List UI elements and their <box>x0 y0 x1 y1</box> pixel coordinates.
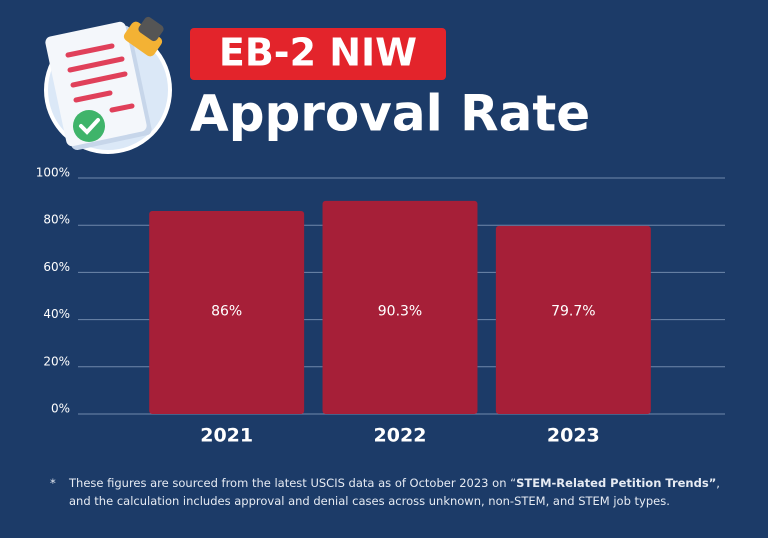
value-label: 79.7% <box>551 304 595 320</box>
footnote-marker: * <box>50 476 56 490</box>
footnote-text: , and the calculation includes approval … <box>69 476 720 508</box>
title-box <box>190 28 446 80</box>
value-label: 86% <box>211 304 242 320</box>
footnote: * These figures are sourced from the lat… <box>50 474 740 510</box>
bar <box>149 211 305 414</box>
x-tick-label: 2023 <box>547 425 600 447</box>
y-tick-label: 20% <box>43 354 70 368</box>
y-tick-label: 40% <box>43 307 70 321</box>
x-tick-label: 2021 <box>200 425 253 447</box>
bar <box>495 225 651 414</box>
chart-title: EB-2 NIW <box>219 31 417 75</box>
chart-subtitle: Approval Rate <box>190 85 590 143</box>
footnote-source: STEM-Related Petition Trends” <box>516 476 717 490</box>
footnote-text: These figures are sourced from the lates… <box>69 476 517 490</box>
y-tick-label: 80% <box>43 213 70 227</box>
icon <box>44 16 172 154</box>
y-tick-label: 100% <box>36 166 70 180</box>
y-tick-label: 0% <box>51 402 70 416</box>
value-label: 90.3% <box>378 304 422 320</box>
y-tick-label: 60% <box>43 260 70 274</box>
bar <box>322 200 478 414</box>
x-tick-label: 2022 <box>374 425 427 447</box>
